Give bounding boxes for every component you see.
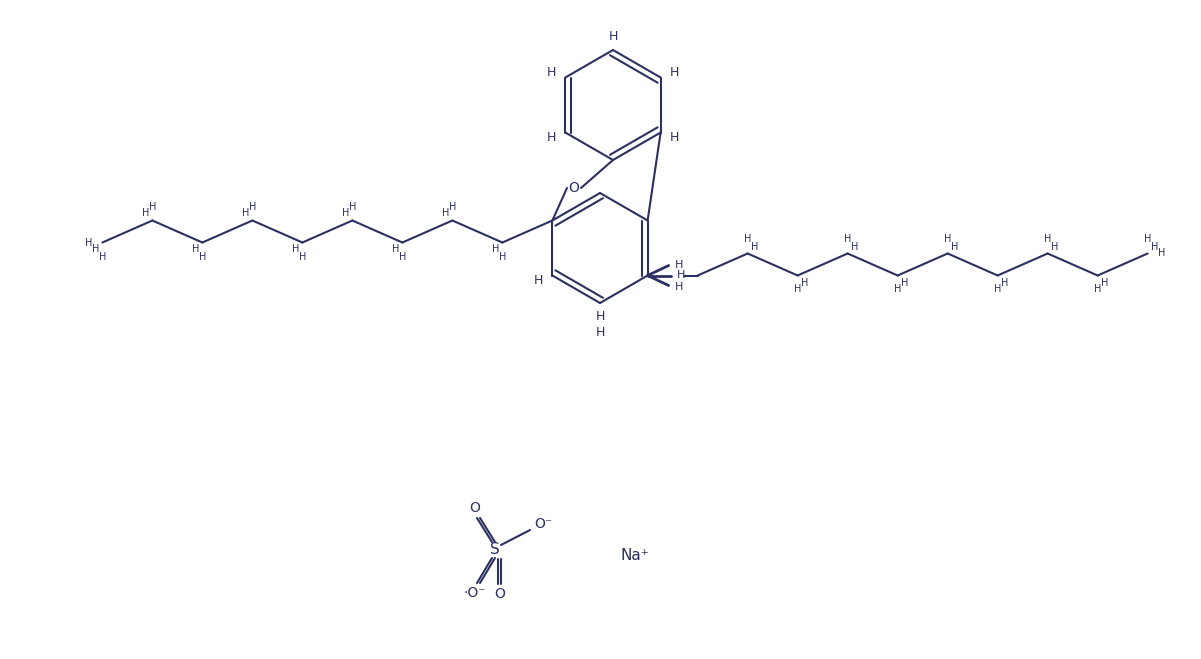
- Text: H: H: [844, 235, 852, 244]
- Text: H: H: [596, 310, 604, 324]
- Text: ·O⁻: ·O⁻: [464, 586, 486, 600]
- Text: H: H: [192, 244, 199, 254]
- Text: H: H: [609, 30, 617, 43]
- Text: H: H: [901, 277, 908, 287]
- Text: H: H: [743, 235, 752, 244]
- Text: H: H: [1044, 235, 1051, 244]
- Text: H: H: [85, 237, 92, 248]
- Text: H: H: [498, 252, 506, 262]
- Text: H: H: [1000, 277, 1009, 287]
- Text: H: H: [1094, 285, 1101, 295]
- Text: H: H: [675, 281, 683, 291]
- Text: H: H: [491, 244, 500, 254]
- Text: H: H: [670, 66, 680, 79]
- Text: O: O: [495, 587, 506, 601]
- Text: H: H: [142, 208, 149, 219]
- Text: H: H: [1051, 241, 1058, 252]
- Text: H: H: [348, 202, 355, 212]
- Text: H: H: [546, 131, 556, 144]
- Text: H: H: [299, 252, 306, 262]
- Text: H: H: [852, 241, 859, 252]
- Text: Na⁺: Na⁺: [621, 548, 650, 563]
- Text: H: H: [149, 202, 156, 212]
- Text: H: H: [392, 244, 399, 254]
- Text: H: H: [1143, 235, 1152, 244]
- Text: H: H: [951, 241, 958, 252]
- Text: O⁻: O⁻: [534, 517, 552, 531]
- Text: H: H: [241, 208, 249, 219]
- Text: H: H: [994, 285, 1002, 295]
- Text: O: O: [470, 501, 480, 515]
- Text: H: H: [98, 252, 106, 262]
- Text: H: H: [1158, 248, 1165, 258]
- Text: H: H: [794, 285, 801, 295]
- Text: H: H: [533, 274, 543, 287]
- Text: H: H: [801, 277, 808, 287]
- Text: H: H: [546, 66, 556, 79]
- Text: H: H: [442, 208, 449, 219]
- Text: H: H: [1101, 277, 1109, 287]
- Text: H: H: [91, 244, 98, 254]
- Text: H: H: [1151, 241, 1158, 252]
- Text: H: H: [596, 326, 604, 339]
- Text: H: H: [944, 235, 951, 244]
- Text: H: H: [292, 244, 299, 254]
- Text: H: H: [449, 202, 456, 212]
- Text: H: H: [399, 252, 406, 262]
- Text: H: H: [249, 202, 256, 212]
- Text: H: H: [341, 208, 349, 219]
- Text: H: H: [198, 252, 207, 262]
- Text: H: H: [676, 270, 685, 281]
- Text: H: H: [675, 260, 683, 270]
- Text: H: H: [751, 241, 758, 252]
- Text: S: S: [490, 542, 500, 558]
- Text: H: H: [894, 285, 901, 295]
- Text: O: O: [568, 181, 579, 195]
- Text: H: H: [670, 131, 680, 144]
